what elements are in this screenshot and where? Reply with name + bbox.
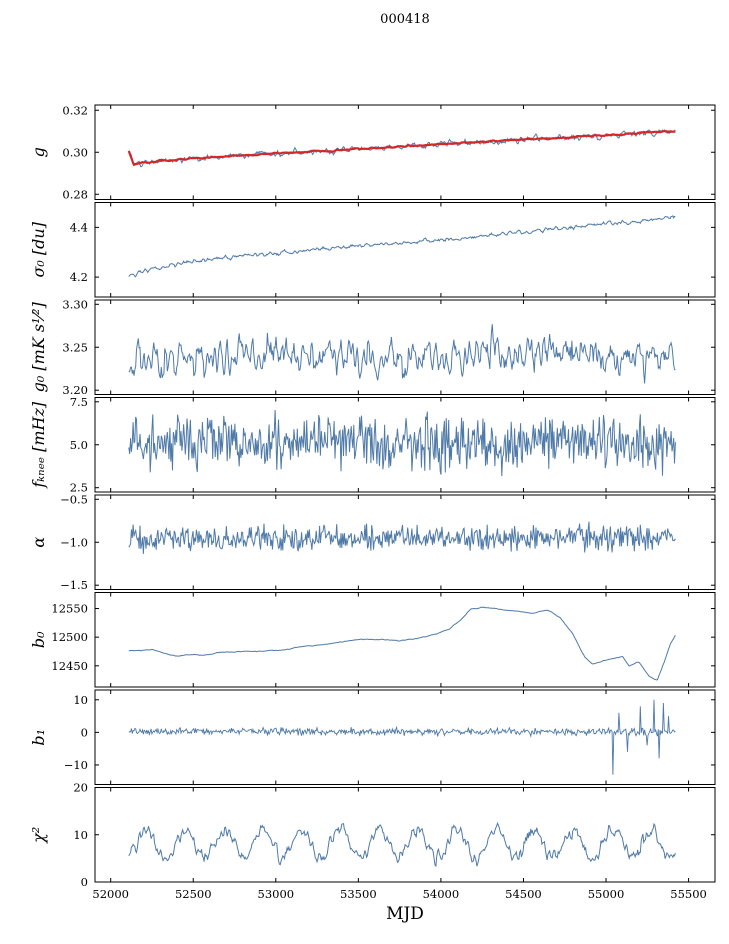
y-axis-label-sigma0: σ₀ [du] — [29, 221, 48, 277]
y-tick-label: 3.25 — [62, 340, 88, 354]
y-tick-label: 10 — [73, 828, 88, 842]
series-fknee — [128, 409, 676, 477]
y-tick-label: −0.5 — [60, 492, 88, 506]
y-tick-label: 0 — [81, 725, 88, 739]
panel-g — [127, 129, 676, 168]
x-tick-label: 54000 — [423, 887, 460, 901]
y-tick-label: 12500 — [51, 630, 88, 644]
y-tick-label: 0.28 — [62, 187, 88, 201]
x-axis-label: MJD — [386, 904, 424, 924]
y-tick-label: 0.32 — [62, 103, 88, 117]
series-sigma0 — [128, 215, 676, 278]
y-tick-label: 12550 — [51, 602, 88, 616]
y-axis-label-b1: b₁ — [29, 729, 48, 746]
y-tick-label: 7.5 — [70, 395, 88, 409]
panel-sigma0 — [128, 215, 676, 278]
y-tick-label: 2.5 — [70, 481, 88, 495]
y-tick-label: 5.0 — [70, 438, 88, 452]
y-tick-label: 0 — [81, 875, 88, 889]
y-tick-label: 20 — [73, 781, 88, 795]
y-axis-label-g0: g₀ [mK s¹⁄²] — [29, 301, 48, 392]
panel-border — [94, 787, 716, 883]
x-tick-label: 52000 — [92, 887, 129, 901]
panel-alpha — [128, 521, 676, 554]
panel-chi2 — [128, 821, 676, 868]
y-tick-label: −1.5 — [60, 578, 88, 592]
y-tick-label: 3.20 — [62, 383, 88, 397]
series-g-fit — [127, 129, 676, 167]
panel-border — [94, 299, 716, 395]
series-g0 — [128, 324, 676, 384]
series-alpha — [128, 521, 676, 554]
panel-border — [94, 689, 716, 785]
series-chi2 — [128, 821, 676, 868]
panel-g0 — [128, 324, 676, 384]
y-tick-label: 3.30 — [62, 297, 88, 311]
panel-b1 — [128, 699, 676, 775]
x-tick-label: 54500 — [505, 887, 542, 901]
y-axis-label-fknee: fₖₙₑₑ [mHz] — [29, 401, 48, 489]
x-tick-label: 53500 — [340, 887, 377, 901]
y-tick-label: 4.4 — [70, 220, 88, 234]
panel-border — [94, 202, 716, 298]
y-tick-label: −10 — [64, 758, 88, 772]
y-axis-label-chi2: χ² — [29, 827, 48, 844]
series-b1 — [128, 699, 676, 775]
panel-fknee — [128, 409, 676, 477]
y-tick-label: −1.0 — [60, 535, 88, 549]
x-tick-label: 55500 — [670, 887, 707, 901]
series-b0 — [128, 606, 676, 681]
y-tick-label: 4.2 — [70, 270, 88, 284]
y-tick-label: 0.30 — [62, 145, 88, 159]
y-axis-label-alpha: α — [29, 537, 48, 548]
y-axis-label-g: g — [29, 147, 48, 157]
chart-title: 000418 — [380, 12, 430, 27]
panel-border — [94, 104, 716, 200]
y-tick-label: 10 — [73, 693, 88, 707]
panel-b0 — [128, 606, 676, 681]
x-tick-label: 52500 — [175, 887, 212, 901]
x-tick-label: 53000 — [258, 887, 295, 901]
y-axis-label-b0: b₀ — [29, 631, 48, 648]
panel-border — [94, 592, 716, 688]
y-tick-label: 12450 — [51, 659, 88, 673]
x-tick-label: 55000 — [588, 887, 625, 901]
